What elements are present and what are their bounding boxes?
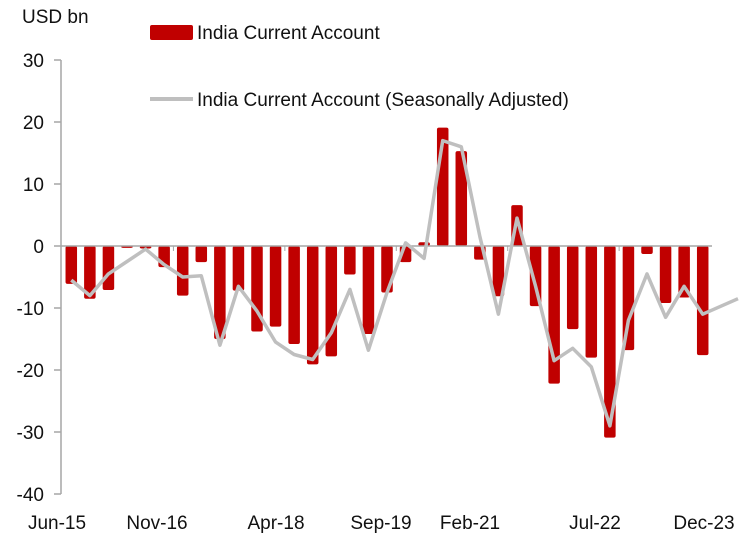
zero-axis (61, 245, 712, 251)
bar (306, 246, 319, 365)
x-tick-label: Sep-19 (350, 513, 411, 534)
legend: India Current Account India Current Acco… (150, 23, 569, 111)
bar (269, 246, 282, 327)
y-tick-label: -40 (17, 485, 44, 506)
bar-series (65, 127, 709, 438)
x-tick-label: Jul-22 (569, 513, 621, 534)
legend-label-line: India Current Account (Seasonally Adjust… (197, 90, 569, 111)
bar (566, 246, 579, 330)
bar (362, 246, 375, 335)
bar (492, 246, 505, 297)
x-tick-label: Apr-18 (247, 513, 304, 534)
x-tick-label: Dec-23 (673, 513, 734, 534)
bar (659, 246, 672, 304)
y-axis-unit-label: USD bn (22, 7, 89, 28)
bar (622, 246, 635, 351)
y-tick-label: 30 (23, 51, 44, 72)
x-tick-label: Nov-16 (126, 513, 187, 534)
bar (288, 246, 300, 344)
y-tick-label: -30 (17, 423, 44, 444)
bar (195, 246, 208, 263)
x-tick-label: Jun-15 (28, 513, 86, 534)
x-tick-label: Feb-21 (440, 513, 500, 534)
bar (214, 246, 226, 339)
sa-line (70, 138, 739, 428)
bar (548, 246, 560, 384)
y-tick-label: 0 (33, 237, 44, 258)
y-axis: 30 20 10 0 -10 -20 -30 -40 (17, 51, 62, 506)
y-tick-label: -20 (17, 361, 44, 382)
y-tick-label: 20 (23, 113, 44, 134)
y-tick-label: 10 (23, 175, 44, 196)
bar (585, 246, 598, 358)
bar (678, 246, 690, 298)
bar (455, 151, 468, 246)
bar (641, 246, 653, 255)
bar (696, 246, 709, 356)
bar (604, 246, 616, 438)
bar (232, 246, 245, 291)
bar (102, 246, 115, 291)
y-tick-label: -10 (17, 299, 44, 320)
legend-bar-swatch (150, 25, 193, 40)
x-axis: Jun-15 Nov-16 Apr-18 Sep-19 Feb-21 Jul-22 Dec-… (28, 513, 735, 534)
bar (65, 246, 78, 284)
line-series (70, 138, 739, 428)
legend-label-bar: India Current Account (197, 23, 380, 44)
bar (344, 246, 356, 275)
bar (176, 246, 189, 296)
bar (84, 246, 96, 299)
